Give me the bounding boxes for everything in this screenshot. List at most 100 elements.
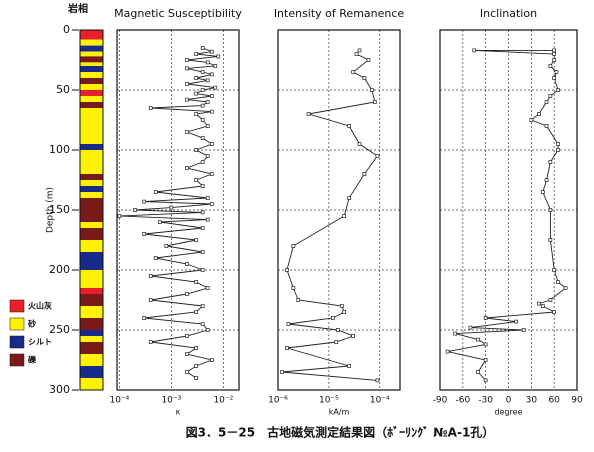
- data-point: [483, 358, 488, 362]
- data-point: [205, 100, 210, 104]
- y-tick-label: 100: [49, 143, 70, 156]
- lithology-layer: [80, 198, 103, 222]
- data-point: [194, 76, 199, 80]
- data-point: [476, 337, 480, 342]
- lithology-layer: [80, 378, 103, 390]
- data-point: [306, 112, 311, 116]
- lithology-layer: [80, 222, 103, 228]
- data-point: [209, 358, 214, 362]
- lithology-layer: [80, 174, 103, 180]
- data-point: [357, 48, 362, 53]
- data-point: [556, 142, 560, 146]
- data-point: [372, 100, 377, 104]
- data-point: [552, 52, 557, 56]
- data-point: [148, 340, 153, 344]
- data-point: [209, 109, 214, 114]
- data-point: [476, 370, 480, 374]
- legend-label: 火山灰: [28, 301, 52, 311]
- lithology-layer: [80, 318, 103, 330]
- data-point: [205, 328, 210, 332]
- data-point: [362, 172, 367, 176]
- x-tick-label: 0: [506, 396, 512, 406]
- data-point: [563, 286, 568, 290]
- data-point: [194, 148, 199, 152]
- lithology-layer: [80, 192, 103, 198]
- panel-frame: [277, 29, 401, 391]
- y-tick-label: 50: [56, 83, 70, 96]
- data-point: [213, 85, 218, 90]
- lithology-layer: [80, 102, 103, 108]
- data-point: [209, 94, 214, 98]
- data-point: [142, 316, 147, 320]
- lithology-layer: [80, 342, 103, 354]
- data-point: [291, 286, 296, 290]
- data-point: [200, 46, 205, 50]
- lithology-layer: [80, 306, 103, 318]
- caption: 図3．5－25 古地磁気測定結果図（ﾎﾞｰﾘﾝｸﾞ №A-1孔）: [186, 425, 495, 440]
- data-point: [331, 316, 335, 320]
- data-point: [200, 184, 205, 188]
- data-point: [347, 196, 351, 200]
- data-point: [117, 214, 122, 218]
- data-point: [483, 316, 488, 320]
- x-tick-label: -30: [478, 396, 493, 406]
- x-tick-label: 10⁻⁶: [268, 396, 288, 406]
- legend-swatch: [9, 317, 25, 331]
- data-point: [200, 322, 205, 326]
- data-point: [334, 340, 339, 344]
- data-point: [556, 148, 560, 152]
- data-point: [556, 280, 560, 284]
- panel-title: 岩相: [67, 2, 88, 15]
- data-point: [153, 190, 158, 194]
- lithology-layer: [80, 294, 103, 306]
- x-tick-label: 10⁻⁴: [370, 396, 390, 406]
- data-point: [347, 364, 351, 368]
- data-point: [468, 325, 473, 330]
- data-point: [185, 97, 189, 102]
- data-point: [194, 346, 199, 350]
- x-tick-label: -60: [455, 396, 470, 406]
- data-line: [447, 49, 567, 381]
- legend-label: 礫: [28, 355, 37, 365]
- data-point: [362, 76, 367, 80]
- lithology-layer: [80, 108, 103, 144]
- data-point: [205, 217, 210, 222]
- lithology-layer: [80, 84, 103, 90]
- x-tick-label: 90: [571, 396, 583, 406]
- y-tick-label: 0: [63, 23, 70, 36]
- y-tick-label: 150: [49, 203, 70, 216]
- data-point: [148, 274, 153, 278]
- data-point: [209, 202, 214, 206]
- data-point: [200, 226, 205, 230]
- data-point: [445, 349, 450, 354]
- data-point: [351, 334, 356, 338]
- data-point: [548, 298, 553, 302]
- lithology-layer: [80, 288, 103, 294]
- lithology-layer: [80, 228, 103, 240]
- x-tick-label: 10⁻²: [213, 396, 233, 406]
- legend-swatch: [9, 299, 25, 313]
- data-point: [351, 70, 356, 74]
- data-line: [281, 50, 379, 381]
- data-point: [537, 112, 541, 116]
- data-point: [213, 64, 218, 68]
- data-point: [540, 304, 545, 308]
- data-point: [335, 328, 340, 332]
- data-point: [453, 331, 458, 336]
- lithology-layer: [80, 150, 103, 174]
- data-point: [548, 208, 553, 212]
- legend-label: シルト: [28, 338, 52, 347]
- data-point: [185, 58, 189, 62]
- data-point: [157, 220, 162, 224]
- legend-swatch: [9, 353, 25, 367]
- data-point: [205, 286, 210, 290]
- data-point: [514, 319, 518, 324]
- data-point: [205, 196, 210, 200]
- x-axis-label: κ: [176, 408, 181, 417]
- x-axis-label: degree: [494, 408, 522, 417]
- panel-title: Inclination: [480, 7, 537, 20]
- data-point: [209, 142, 214, 146]
- data-point: [185, 334, 189, 338]
- data-point: [200, 70, 205, 74]
